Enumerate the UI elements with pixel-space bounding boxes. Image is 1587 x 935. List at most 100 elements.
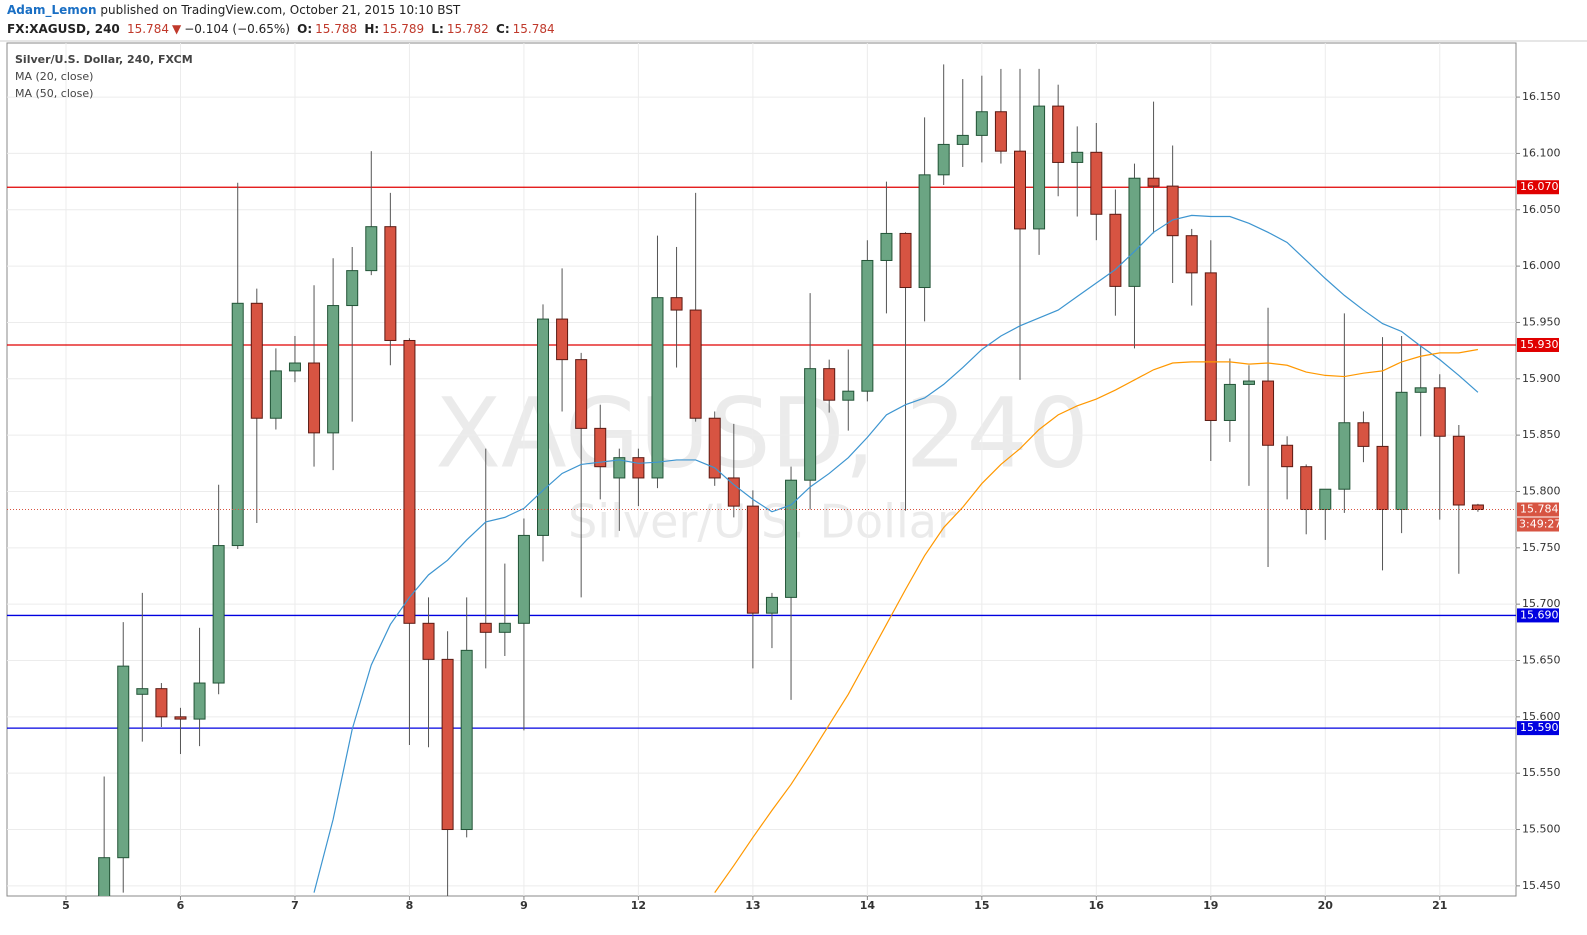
- countdown: 3:49:27: [1519, 518, 1561, 531]
- published: published on TradingView.com, October 21…: [100, 3, 461, 17]
- candle-body: [651, 297, 664, 479]
- candle-body: [975, 111, 988, 136]
- candle-body: [98, 857, 111, 896]
- y-tick-label: 15.450: [1522, 879, 1561, 892]
- candle-body: [327, 305, 340, 434]
- legend-entry: MA (50, close): [15, 87, 93, 100]
- candle-body: [670, 297, 683, 311]
- candle-body: [861, 259, 874, 392]
- candle-body: [117, 665, 130, 859]
- ma-line: [313, 214, 1479, 893]
- candle-body: [1242, 380, 1255, 385]
- candle-body: [1452, 435, 1465, 506]
- open: 15.788: [315, 22, 358, 36]
- candle-body: [1319, 488, 1332, 511]
- candle-body: [1204, 272, 1217, 421]
- candle-body: [288, 362, 301, 372]
- y-tick-label: 16.000: [1522, 259, 1561, 272]
- candle-body: [765, 596, 778, 614]
- candle-body: [460, 649, 473, 831]
- level-label-bg: [1517, 180, 1559, 195]
- candle-body: [441, 658, 454, 831]
- ma-line: [714, 348, 1479, 893]
- candle-body: [1281, 444, 1294, 468]
- candle-body: [136, 688, 149, 695]
- candle-body: [1185, 235, 1198, 274]
- open-label: O:: [297, 22, 313, 36]
- x-tick-label: 5: [62, 899, 70, 912]
- high: 15.789: [382, 22, 425, 36]
- candle-body: [384, 226, 397, 341]
- level-label-bg: [1517, 721, 1559, 736]
- candle-body: [479, 622, 492, 633]
- x-tick-label: 6: [177, 899, 185, 912]
- candle-body: [556, 318, 569, 361]
- candle-body: [918, 174, 931, 289]
- candle-body: [785, 479, 798, 598]
- arrow: ▼: [171, 22, 182, 36]
- last-price-label: 15.784: [1520, 503, 1559, 516]
- candle-body: [1071, 151, 1084, 163]
- candle-body: [937, 143, 950, 176]
- publish-info: Adam_Lemon published on TradingView.com,…: [7, 3, 460, 19]
- y-tick-label: 15.600: [1522, 710, 1561, 723]
- candle-body: [250, 302, 263, 419]
- x-tick-label: 16: [1089, 899, 1105, 912]
- candle-body: [1166, 185, 1179, 237]
- y-tick-label: 16.050: [1522, 203, 1561, 216]
- last: 15.784: [126, 22, 169, 36]
- y-tick-label: 15.550: [1522, 766, 1561, 779]
- level-label-bg: [1517, 608, 1559, 623]
- candle-body: [632, 457, 645, 479]
- level-label: 15.930: [1520, 338, 1559, 351]
- level-label: 16.070: [1520, 180, 1559, 193]
- x-tick-label: 15: [974, 899, 989, 912]
- y-tick-label: 15.900: [1522, 372, 1561, 385]
- quote-line: FX:XAGUSD, 240 15.784 ▼ −0.104 (−0.65%) O:…: [7, 22, 558, 36]
- candle-body: [994, 111, 1007, 152]
- y-tick-label: 16.100: [1522, 146, 1561, 159]
- candle-body: [193, 682, 206, 720]
- candle-body: [1471, 504, 1484, 511]
- x-tick-label: 8: [406, 899, 414, 912]
- candle-body: [498, 622, 511, 633]
- candle-body: [594, 427, 607, 468]
- candle-body: [1109, 213, 1122, 287]
- last-price-bg: [1517, 502, 1559, 517]
- x-tick-label: 12: [631, 899, 646, 912]
- symbol: FX:XAGUSD, 240: [7, 22, 120, 36]
- candle-body: [956, 134, 969, 145]
- y-tick-label: 15.650: [1522, 653, 1561, 666]
- countdown-bg: [1517, 517, 1559, 532]
- candle-body: [403, 339, 416, 624]
- y-tick-label: 16.150: [1522, 90, 1561, 103]
- y-tick-label: 15.850: [1522, 428, 1561, 441]
- candle-body: [155, 688, 168, 718]
- watermark-subtitle: Silver/U.S. Dollar: [568, 495, 956, 549]
- candle-body: [308, 362, 321, 434]
- candle-body: [880, 232, 893, 261]
- candle-body: [1395, 391, 1408, 511]
- candle-body: [689, 309, 702, 419]
- candle-body: [174, 716, 187, 720]
- x-tick-label: 14: [860, 899, 876, 912]
- level-label: 15.590: [1520, 721, 1559, 734]
- candle-body: [365, 226, 378, 272]
- plot-frame: [6, 42, 1517, 897]
- x-tick-label: 9: [520, 899, 528, 912]
- author[interactable]: Adam_Lemon: [7, 3, 97, 17]
- y-tick-label: 15.500: [1522, 823, 1561, 836]
- level-label: 15.690: [1520, 608, 1559, 621]
- candle-body: [1262, 380, 1275, 446]
- candle-body: [1014, 150, 1026, 230]
- legend-title: Silver/U.S. Dollar, 240, FXCM: [15, 53, 193, 66]
- candle-body: [1128, 177, 1141, 287]
- candle-body: [804, 368, 817, 481]
- candle-body: [708, 417, 721, 479]
- change: −0.104 (−0.65%): [184, 22, 290, 36]
- candle-body: [231, 302, 244, 547]
- candle-body: [1147, 177, 1160, 187]
- candle-body: [899, 232, 912, 289]
- close: 15.784: [512, 22, 555, 36]
